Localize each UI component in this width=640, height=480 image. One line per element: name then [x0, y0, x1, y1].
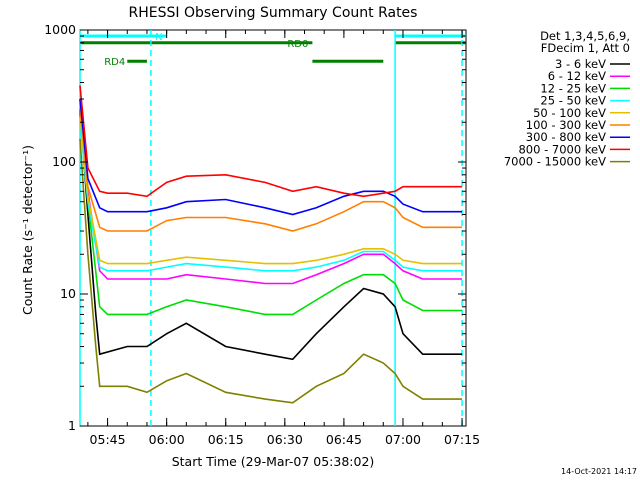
x-tick-label: 07:15: [444, 432, 480, 447]
x-tick-label: 06:00: [149, 432, 185, 447]
series-line-25-50-kev: [79, 122, 463, 272]
x-tick-label: 06:15: [208, 432, 244, 447]
legend: Det 1,3,4,5,6,9, FDecim 1, Att 0 3 - 6 k…: [504, 29, 630, 169]
flag-rd0-label: RD0: [287, 39, 308, 50]
series-line-50-100-kev: [79, 116, 463, 265]
series-line-300-800-kev: [79, 98, 463, 216]
series-lines: [79, 85, 463, 404]
series-line-800-7000-kev: [79, 85, 463, 198]
legend-label: 100 - 300 keV: [526, 118, 606, 132]
legend-label: 3 - 6 keV: [555, 57, 606, 71]
boundary-lines: [79, 30, 463, 426]
legend-header-line-2: FDecim 1, Att 0: [541, 41, 630, 55]
series-line-7000-15000-kev: [79, 138, 463, 404]
legend-label: 7000 - 15000 keV: [504, 155, 606, 169]
plot-frame: [79, 29, 467, 427]
x-tick-label: 06:45: [326, 432, 362, 447]
generation-timestamp: 14-Oct-2021 14:17: [561, 467, 637, 476]
legend-label: 12 - 25 keV: [540, 81, 606, 95]
y-tick-label: 1: [68, 418, 76, 433]
x-tick-label: 06:30: [267, 432, 303, 447]
legend-label: 25 - 50 keV: [540, 94, 606, 108]
mode-flags: N RD0 RD4: [80, 32, 466, 68]
flag-n-label: N: [155, 32, 162, 43]
series-line-6-12-kev: [79, 98, 463, 285]
x-tick-label: 07:00: [385, 432, 421, 447]
y-tick-label: 1000: [44, 22, 76, 37]
axes: 05:45 06:00 06:15 06:30 06:45 07:00 07:15 1 10 10…: [44, 22, 480, 447]
y-tick-label: 100: [52, 154, 76, 169]
legend-header-line-1: Det 1,3,4,5,6,9,: [540, 29, 630, 43]
y-axis-label: Count Rate (s⁻¹ detector⁻¹): [20, 145, 35, 315]
flag-rd4-label: RD4: [104, 57, 125, 68]
legend-label: 800 - 7000 keV: [518, 142, 606, 156]
legend-label: 300 - 800 keV: [526, 130, 606, 144]
legend-label: 6 - 12 keV: [548, 69, 606, 83]
x-axis-label: Start Time (29-Mar-07 05:38:02): [172, 454, 375, 469]
y-tick-label: 10: [60, 286, 76, 301]
series-line-3-6-kev: [79, 109, 463, 361]
series-line-100-300-kev: [79, 107, 463, 232]
chart-title: RHESSI Observing Summary Count Rates: [129, 5, 418, 21]
legend-label: 50 - 100 keV: [533, 106, 606, 120]
x-tick-label: 05:45: [90, 432, 126, 447]
series-line-12-25-kev: [79, 116, 463, 316]
